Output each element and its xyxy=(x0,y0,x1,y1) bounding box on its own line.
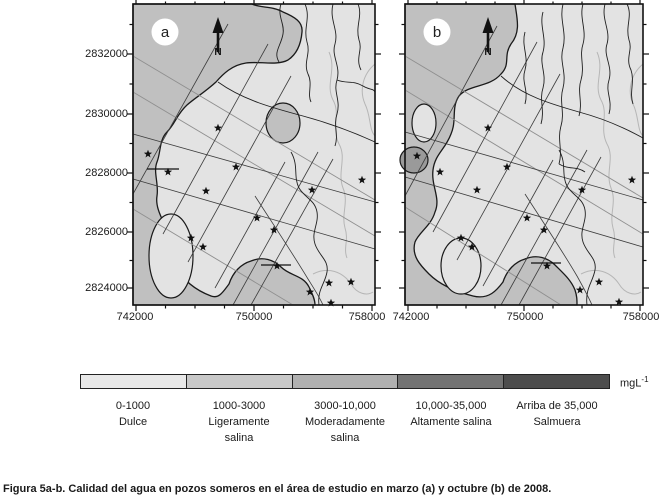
x-tick-label: 750000 xyxy=(235,311,273,323)
map-march-svg: N a xyxy=(127,0,381,311)
well-star xyxy=(522,213,532,222)
legend-unit: mgL-1 xyxy=(620,375,649,390)
well-star xyxy=(213,123,223,132)
well-star xyxy=(326,298,336,307)
well-star xyxy=(502,162,512,171)
north-label: N xyxy=(214,47,221,58)
figure-caption: Figura 5a-b. Calidad del agua en pozos s… xyxy=(3,483,552,495)
y-tick-label: 2830000 xyxy=(85,108,128,120)
legend-name: Dulce xyxy=(118,416,148,428)
svg-text:a: a xyxy=(161,24,170,41)
legend-name: Moderadamente salina xyxy=(304,416,386,444)
legend-swatch xyxy=(186,375,293,388)
x-tick-label: 758000 xyxy=(622,311,660,323)
legend-swatch xyxy=(292,375,399,388)
legend-name: Salmuera xyxy=(533,416,581,428)
well-star xyxy=(272,261,282,270)
well-star xyxy=(412,151,422,160)
road-diagonals xyxy=(132,55,376,306)
axis-ticks xyxy=(127,0,381,311)
fresh-valley xyxy=(148,213,194,299)
legend-labels: 0-1000 Dulce 1000-3000 Ligeramente salina 30… xyxy=(80,398,610,446)
legend-swatch xyxy=(398,375,505,388)
well-star xyxy=(627,175,637,184)
y-tick-label: 2828000 xyxy=(85,167,128,179)
well-star xyxy=(539,225,549,234)
well-markers xyxy=(412,123,637,306)
well-star xyxy=(346,277,356,286)
streams xyxy=(217,3,376,306)
well-star xyxy=(252,213,262,222)
well-star xyxy=(594,277,604,286)
north-label: N xyxy=(484,47,491,58)
legend-category: 10,000-35,000 Altamente salina xyxy=(398,398,504,446)
streams xyxy=(500,3,644,306)
well-star xyxy=(357,175,367,184)
map-panel-october: N b xyxy=(399,0,649,311)
legend-category: Arriba de 35,000 Salmuera xyxy=(504,398,610,446)
saline-spot-center xyxy=(265,102,301,144)
legend-category: 3000-10,000 Moderadamente salina xyxy=(292,398,398,446)
well-star xyxy=(467,242,477,251)
well-star xyxy=(483,123,493,132)
well-star xyxy=(456,233,466,242)
legend-range: Arriba de 35,000 xyxy=(516,400,598,412)
legend-range: 3000-10,000 xyxy=(314,400,376,412)
map-october-svg: N b xyxy=(399,0,649,311)
well-star xyxy=(472,185,482,194)
well-star xyxy=(269,225,279,234)
road-grid xyxy=(132,23,376,306)
legend-name: Altamente salina xyxy=(410,416,492,428)
legend-swatch xyxy=(504,375,609,388)
legend-swatch xyxy=(81,375,187,388)
well-star xyxy=(542,261,552,270)
well-star xyxy=(435,167,445,176)
legend-colorbar xyxy=(80,374,610,389)
y-tick-label: 2824000 xyxy=(85,282,128,294)
legend-category: 1000-3000 Ligeramente salina xyxy=(186,398,292,446)
well-star xyxy=(305,287,315,296)
legend-range: 10,000-35,000 xyxy=(415,400,487,412)
well-star xyxy=(198,242,208,251)
well-star xyxy=(201,186,211,195)
legend-name: Ligeramente salina xyxy=(208,416,270,444)
y-tick-label: 2832000 xyxy=(85,48,128,60)
legend-range: 0-1000 xyxy=(115,400,151,412)
axis-ticks xyxy=(399,0,649,311)
well-markers xyxy=(143,123,367,307)
legend-range: 1000-3000 xyxy=(212,400,266,412)
x-tick-label: 750000 xyxy=(506,311,544,323)
well-star xyxy=(614,297,624,306)
well-star xyxy=(143,149,153,158)
well-star xyxy=(163,167,173,176)
north-arrow: N xyxy=(212,17,224,58)
saline-region xyxy=(132,3,316,306)
well-star xyxy=(231,162,241,171)
road-diagonals xyxy=(404,55,644,306)
panel-label-b: b xyxy=(423,18,451,46)
well-star xyxy=(575,285,585,294)
x-tick-label: 742000 xyxy=(116,311,154,323)
x-tick-label: 742000 xyxy=(392,311,430,323)
fresh-pocket xyxy=(411,103,437,143)
legend-category: 0-1000 Dulce xyxy=(80,398,186,446)
panel-label-a: a xyxy=(151,18,179,46)
well-star xyxy=(307,185,317,194)
x-tick-label: 758000 xyxy=(348,311,386,323)
north-arrow: N xyxy=(482,17,494,58)
well-star xyxy=(324,278,334,287)
y-tick-label: 2826000 xyxy=(85,226,128,238)
svg-text:b: b xyxy=(433,24,441,41)
contour-lines xyxy=(312,51,376,295)
map-panel-march: N a xyxy=(127,0,381,311)
well-star xyxy=(577,185,587,194)
well-star xyxy=(186,233,196,242)
